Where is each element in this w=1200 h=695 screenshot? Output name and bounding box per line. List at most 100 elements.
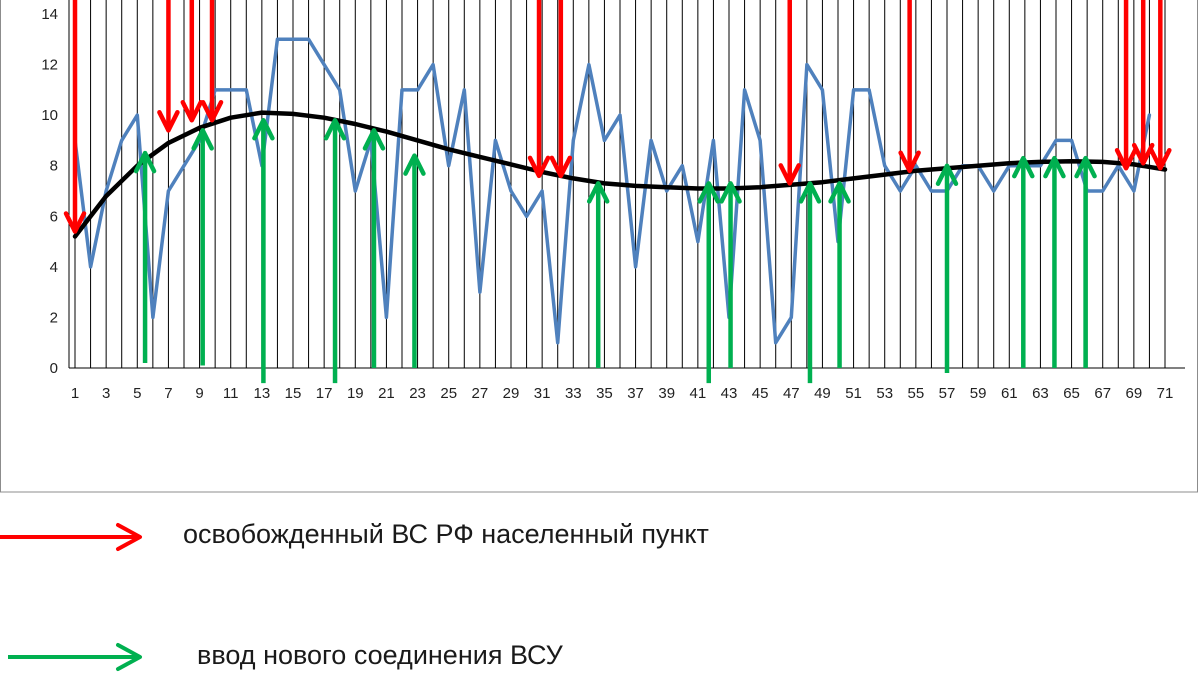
green-arrow-head (828, 181, 851, 204)
red-arrow-head (549, 155, 573, 179)
green-arrow-head (719, 181, 742, 204)
x-tick-label: 57 (939, 385, 956, 402)
green-arrow (828, 181, 851, 368)
x-tick-label: 17 (316, 385, 333, 402)
green-arrow-head (586, 181, 610, 204)
series-line-trend (72, 110, 1168, 239)
green-arrow (362, 128, 386, 368)
x-tick-label: 45 (752, 385, 769, 402)
red-arrow (898, 0, 921, 174)
green-arrow (323, 117, 347, 384)
green-arrow-head (1043, 155, 1066, 179)
x-tick-label: 29 (503, 385, 520, 402)
red-arrow (180, 0, 204, 123)
x-tick-label: 55 (908, 385, 925, 402)
y-tick-label: 8 (50, 158, 58, 175)
x-tick-label: 21 (378, 385, 395, 402)
y-tick-labels: 0 2 4 6 8 10 12 14 (41, 6, 58, 377)
red-arrow (63, 0, 87, 234)
green-arrow-head (362, 128, 386, 151)
x-tick-label: 33 (565, 385, 582, 402)
x-tick-label: 1 (71, 385, 79, 402)
x-tick-label: 61 (1001, 385, 1018, 402)
x-tick-label: 23 (409, 385, 426, 402)
x-tick-label: 11 (223, 385, 239, 402)
x-tick-label: 65 (1063, 385, 1080, 402)
x-tick-label: 47 (783, 385, 800, 402)
x-tick-label: 13 (254, 385, 271, 402)
green-arrow (697, 181, 721, 384)
y-tick-label: 6 (50, 208, 58, 225)
red-arrow (527, 0, 551, 179)
red-arrow (1149, 0, 1172, 171)
x-tick-label: 37 (627, 385, 644, 402)
x-tick-label: 43 (721, 385, 738, 402)
x-tick-label: 15 (285, 385, 302, 402)
y-tick-label: 4 (50, 259, 58, 276)
x-tick-label: 5 (133, 385, 141, 402)
red-arrow-head (157, 110, 180, 133)
red-arrow-head (63, 211, 87, 234)
green-arrow (191, 128, 214, 366)
x-tick-label: 41 (690, 385, 707, 402)
axes (68, 0, 1185, 369)
green-arrow-head (191, 128, 214, 151)
red-arrow-head (898, 150, 921, 174)
x-tick-label: 67 (1094, 385, 1111, 402)
green-arrow-head (798, 181, 822, 204)
green-arrow (133, 150, 157, 363)
y-tick-label: 2 (50, 309, 58, 326)
red-arrow (1131, 0, 1155, 166)
legend-red: освобожденный ВС РФ населенный пункт (0, 517, 1200, 557)
vertical-gridlines (74, 0, 1166, 368)
y-tick-label: 10 (41, 107, 58, 124)
green-arrow-head (133, 150, 157, 174)
x-tick-label: 71 (1157, 385, 1174, 402)
x-tick-label: 25 (440, 385, 457, 402)
x-tick-label: 39 (658, 385, 675, 402)
legend-green-label: ввод нового соединения ВСУ (197, 640, 563, 670)
green-arrow (403, 153, 426, 368)
green-arrow (798, 181, 822, 384)
x-tick-label: 27 (472, 385, 489, 402)
green-arrow-head (252, 117, 275, 141)
x-tick-label: 53 (876, 385, 893, 402)
x-tick-label: 7 (164, 385, 172, 402)
red-arrow (200, 0, 224, 123)
x-tick-label: 19 (347, 385, 364, 402)
x-tick-label: 31 (534, 385, 551, 402)
x-tick-label: 59 (970, 385, 987, 402)
red-arrow-head (1114, 147, 1138, 171)
green-arrow (935, 163, 959, 374)
series-group (72, 37, 1168, 345)
green-arrow (586, 181, 610, 368)
x-tick-labels: 1 3 5 7 9 11 13 15 17 19 21 23 25 27 29 31 33 35 37 39 41 43 4… (71, 385, 1174, 402)
x-tick-label: 63 (1032, 385, 1049, 402)
red-arrow (157, 0, 180, 133)
green-arrow-head (935, 163, 959, 186)
green-arrow-head (1012, 155, 1035, 179)
green-arrow (1074, 155, 1097, 368)
y-tick-label: 14 (41, 6, 58, 23)
red-arrow-head (527, 155, 551, 179)
green-arrow-head (697, 181, 721, 204)
x-tick-label: 51 (845, 385, 862, 402)
x-tick-label: 69 (1126, 385, 1143, 402)
red-arrow-head (180, 99, 204, 123)
x-tick-label: 49 (814, 385, 831, 402)
red-arrow-head (778, 163, 801, 186)
x-tick-label: 9 (195, 385, 203, 402)
red-arrow-head (200, 99, 224, 123)
y-tick-label: 12 (41, 57, 58, 74)
red-arrow (1114, 0, 1138, 171)
legend-red-label: освобожденный ВС РФ населенный пункт (183, 519, 709, 549)
arrow-annotations (63, 0, 1172, 384)
green-arrow (1012, 155, 1035, 368)
green-arrow (719, 181, 742, 368)
x-tick-label: 35 (596, 385, 613, 402)
red-arrow-head (1149, 147, 1172, 171)
legend-green: ввод нового соединения ВСУ (0, 637, 1200, 677)
green-arrow (1043, 155, 1066, 368)
red-arrow (778, 0, 801, 186)
